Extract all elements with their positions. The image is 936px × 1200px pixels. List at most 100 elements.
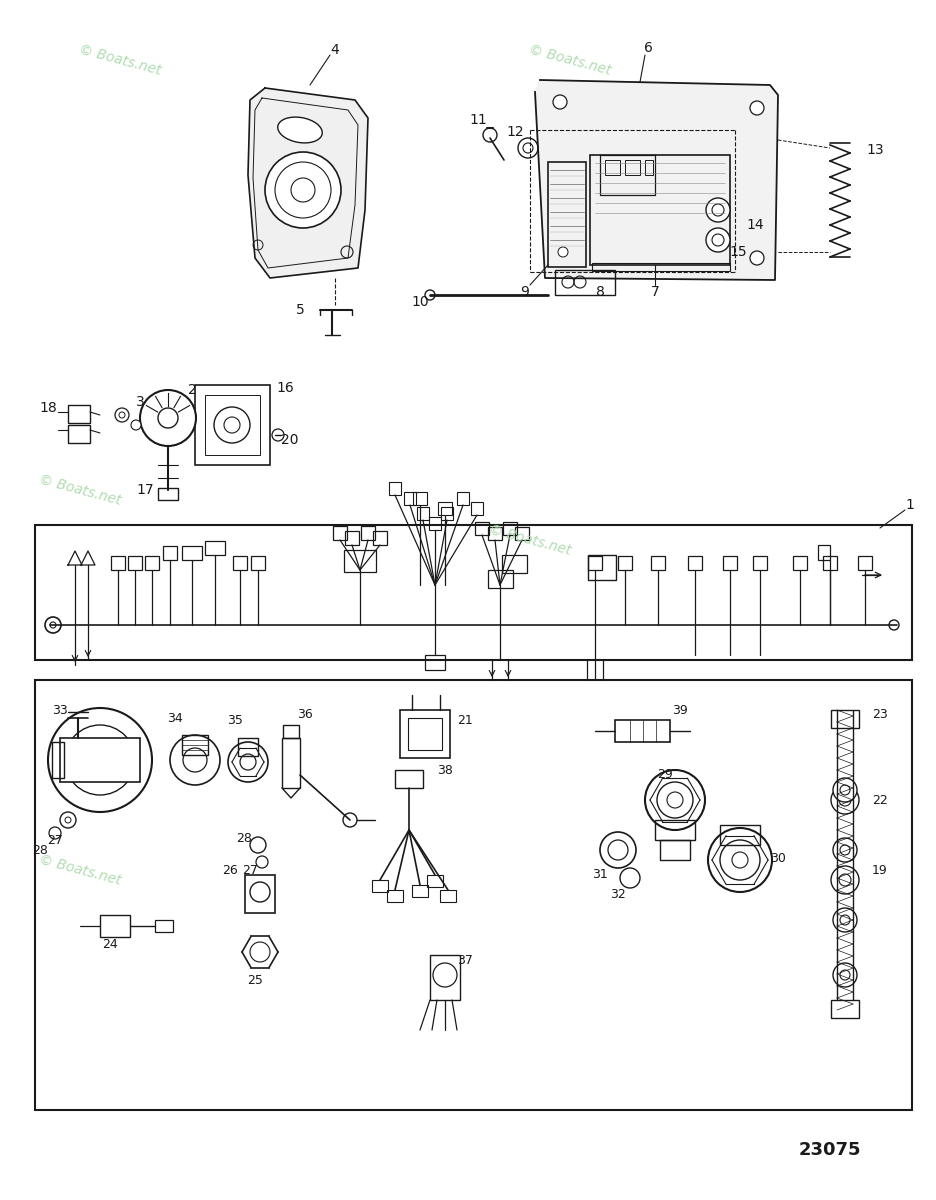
Circle shape xyxy=(250,838,266,853)
Bar xyxy=(154,920,173,932)
Bar xyxy=(387,890,402,902)
Bar xyxy=(457,492,469,505)
Bar xyxy=(388,482,401,496)
Circle shape xyxy=(599,832,636,868)
Text: 18: 18 xyxy=(39,401,57,415)
Circle shape xyxy=(45,617,61,634)
Bar xyxy=(35,680,911,1110)
Text: 20: 20 xyxy=(281,433,299,448)
Text: 26: 26 xyxy=(222,864,238,876)
Bar xyxy=(592,263,729,271)
Circle shape xyxy=(343,814,357,827)
Text: 11: 11 xyxy=(469,113,487,127)
Bar xyxy=(344,530,358,545)
Circle shape xyxy=(749,251,763,265)
Text: 12: 12 xyxy=(505,125,523,139)
Bar xyxy=(417,508,429,520)
Bar xyxy=(68,406,90,424)
Bar xyxy=(554,270,614,295)
Bar xyxy=(599,155,654,196)
Bar xyxy=(618,556,631,570)
Circle shape xyxy=(482,128,496,142)
Bar xyxy=(471,502,482,515)
Bar xyxy=(425,655,445,670)
Bar xyxy=(400,710,449,758)
Text: © Boats.net: © Boats.net xyxy=(78,42,163,78)
Text: 27: 27 xyxy=(241,864,257,876)
Bar xyxy=(437,502,451,515)
Text: 28: 28 xyxy=(32,844,48,857)
Text: 32: 32 xyxy=(609,888,625,901)
Bar xyxy=(503,522,517,535)
Text: 24: 24 xyxy=(102,938,118,952)
Circle shape xyxy=(139,390,196,446)
Bar xyxy=(857,556,871,570)
Text: © Boats.net: © Boats.net xyxy=(37,852,123,888)
Text: 8: 8 xyxy=(595,286,604,299)
Circle shape xyxy=(265,152,341,228)
Bar xyxy=(659,840,689,860)
Circle shape xyxy=(115,408,129,422)
Circle shape xyxy=(620,868,639,888)
Bar xyxy=(441,508,452,520)
Bar xyxy=(413,492,427,505)
Bar xyxy=(407,718,442,750)
Text: 10: 10 xyxy=(411,295,429,310)
Bar xyxy=(35,526,911,660)
Bar xyxy=(158,488,178,500)
Text: 3: 3 xyxy=(136,395,144,409)
Bar xyxy=(403,492,416,505)
Text: 23: 23 xyxy=(871,708,887,721)
Ellipse shape xyxy=(277,118,322,143)
Text: 5: 5 xyxy=(296,304,304,317)
Bar xyxy=(68,425,90,443)
Circle shape xyxy=(830,786,858,814)
Text: 25: 25 xyxy=(247,973,263,986)
Bar xyxy=(110,556,124,570)
Bar xyxy=(723,556,737,570)
Bar xyxy=(624,160,639,175)
Text: 23075: 23075 xyxy=(797,1141,860,1159)
Bar xyxy=(590,155,729,265)
Bar xyxy=(360,526,374,540)
Text: 37: 37 xyxy=(457,954,473,966)
Bar xyxy=(548,162,585,268)
Bar xyxy=(488,527,502,540)
Text: 33: 33 xyxy=(52,703,67,716)
Circle shape xyxy=(49,827,61,839)
Text: 39: 39 xyxy=(671,703,687,716)
Bar xyxy=(605,160,620,175)
Circle shape xyxy=(213,407,250,443)
Circle shape xyxy=(830,866,858,894)
Bar xyxy=(145,556,159,570)
Bar xyxy=(502,554,526,574)
Text: 15: 15 xyxy=(728,245,746,259)
Bar xyxy=(128,556,142,570)
Polygon shape xyxy=(534,80,777,280)
Bar xyxy=(429,517,441,530)
Text: © Boats.net: © Boats.net xyxy=(527,42,612,78)
Circle shape xyxy=(48,708,152,812)
Circle shape xyxy=(644,770,704,830)
Bar xyxy=(427,875,443,887)
Circle shape xyxy=(832,908,856,932)
Text: 38: 38 xyxy=(436,763,452,776)
Bar xyxy=(515,527,529,540)
Bar xyxy=(233,556,247,570)
Bar xyxy=(283,725,299,738)
Bar xyxy=(830,710,858,728)
Bar xyxy=(182,734,208,755)
Text: 30: 30 xyxy=(769,852,785,864)
Text: 7: 7 xyxy=(650,286,659,299)
Bar xyxy=(251,556,265,570)
Circle shape xyxy=(169,734,220,785)
Bar xyxy=(395,770,422,788)
Bar xyxy=(60,738,139,782)
Circle shape xyxy=(705,228,729,252)
Bar xyxy=(344,550,375,572)
Text: 27: 27 xyxy=(47,834,63,846)
Text: 1: 1 xyxy=(904,498,914,512)
Circle shape xyxy=(705,198,729,222)
Text: 17: 17 xyxy=(136,484,154,497)
Text: 31: 31 xyxy=(592,869,607,882)
